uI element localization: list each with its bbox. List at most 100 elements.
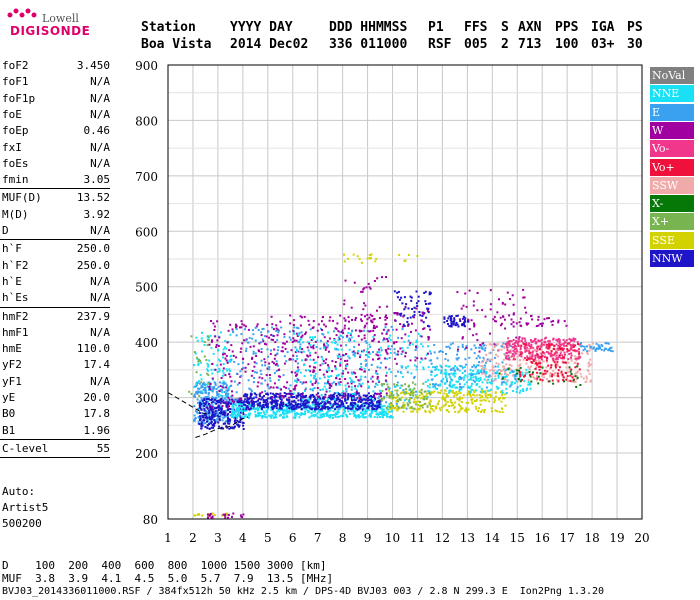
data-point-vo	[505, 344, 508, 347]
data-point-e	[364, 364, 367, 367]
data-point-nne	[479, 390, 482, 393]
data-point-w	[330, 385, 333, 387]
data-point-nne	[353, 381, 355, 384]
param-row: yF1 N/A	[2, 375, 110, 391]
data-point-sse	[458, 399, 461, 402]
data-point-w	[218, 336, 221, 339]
data-point-vo	[573, 340, 576, 343]
data-point-e	[207, 412, 210, 415]
data-point-w	[427, 352, 429, 355]
data-point-ssw	[570, 359, 573, 362]
data-point-ssw	[565, 366, 568, 369]
data-point-vo	[570, 347, 573, 350]
data-point-nnw	[272, 392, 275, 395]
data-point-w	[429, 328, 432, 331]
data-point-nnw	[237, 420, 240, 423]
data-point-w	[323, 336, 326, 339]
data-point-nnw	[308, 395, 311, 398]
data-point-vo	[519, 348, 522, 351]
data-point-sse	[473, 400, 476, 402]
data-point-w	[342, 354, 344, 357]
data-point-sse	[418, 394, 421, 397]
data-point-w	[274, 354, 277, 357]
data-point-nnw	[270, 403, 273, 406]
data-point-w	[550, 320, 553, 323]
data-point-e	[471, 365, 474, 368]
data-point-nne	[328, 390, 331, 393]
data-point-w	[295, 384, 298, 387]
legend-item: X+	[650, 213, 694, 231]
data-point-sse	[418, 390, 421, 393]
data-point-e	[299, 381, 302, 384]
data-point-vo	[534, 367, 537, 370]
data-point-nne	[526, 371, 529, 374]
data-point-sse	[466, 393, 469, 396]
data-point-e	[380, 349, 383, 352]
data-point-nnw	[443, 317, 446, 320]
data-point-e	[269, 377, 271, 380]
data-point-e	[393, 348, 396, 351]
data-point-e	[380, 361, 383, 364]
data-point-nne	[357, 350, 360, 352]
data-point-sse	[484, 393, 487, 396]
data-point-e	[268, 387, 271, 390]
data-point-nnw	[271, 399, 274, 402]
data-point-nnw	[314, 400, 317, 403]
data-point-nne	[317, 382, 320, 385]
data-point-sse	[455, 394, 458, 397]
data-point-sse	[201, 514, 204, 517]
data-point-nne	[469, 369, 472, 372]
data-point-vo	[550, 364, 553, 367]
data-point-nnw	[455, 322, 458, 325]
data-point-w	[365, 286, 368, 289]
data-point-nne	[309, 351, 311, 354]
data-point-nne	[504, 372, 507, 375]
data-point-e	[342, 370, 345, 372]
data-point-nnw	[372, 403, 375, 406]
data-point-w	[492, 318, 495, 321]
data-point-nne	[283, 413, 286, 416]
data-point-nne	[374, 372, 377, 375]
data-point-w	[371, 321, 374, 324]
data-point-e	[266, 348, 269, 351]
data-point-e	[196, 382, 199, 384]
data-point-vo	[564, 340, 567, 343]
data-point-vo	[547, 343, 550, 346]
data-point-nne	[205, 383, 208, 386]
data-point-nne	[362, 350, 365, 353]
data-point-nnw	[410, 296, 413, 299]
data-point-sse	[221, 514, 223, 517]
data-point-vo	[520, 340, 523, 343]
data-point-nne	[366, 406, 369, 408]
data-point-w	[404, 355, 407, 358]
data-point-w	[420, 319, 423, 322]
plot-frame	[167, 64, 643, 520]
data-point-nne	[345, 365, 348, 368]
data-point-e	[459, 375, 462, 378]
data-point-vo	[564, 353, 566, 356]
data-point-w	[371, 339, 374, 342]
data-point-nne	[256, 407, 259, 410]
data-point-e	[449, 368, 452, 371]
data-point-w	[232, 512, 235, 515]
param-label: D	[2, 224, 9, 237]
data-point-sse	[488, 390, 491, 392]
data-point-e	[230, 395, 233, 398]
data-point-nne	[328, 369, 331, 372]
data-point-e	[449, 347, 451, 350]
data-point-e	[193, 393, 196, 396]
data-point-vo	[529, 339, 532, 341]
data-point-nne	[410, 372, 413, 375]
data-point-w	[557, 319, 560, 322]
data-point-vo	[571, 339, 574, 342]
data-point-vo	[540, 357, 543, 360]
param-label: foEs	[2, 156, 29, 170]
data-point-w	[512, 312, 515, 315]
data-point-nne	[472, 369, 475, 372]
data-point-w	[231, 328, 234, 331]
data-point-e	[276, 349, 279, 352]
data-point-vo	[563, 356, 566, 359]
data-point-w	[355, 376, 358, 378]
data-point-sse	[439, 409, 442, 412]
data-point-nnw	[457, 325, 460, 328]
